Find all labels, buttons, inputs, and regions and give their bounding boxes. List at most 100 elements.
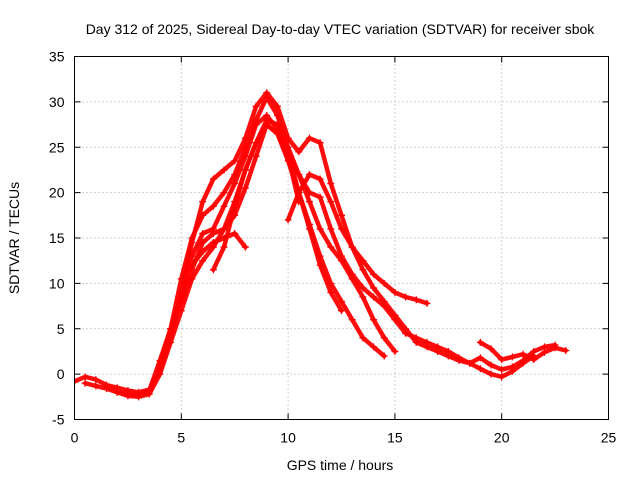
data-point <box>444 347 452 355</box>
data-point <box>391 288 399 296</box>
data-point <box>92 376 100 384</box>
data-point <box>284 216 292 224</box>
data-point <box>273 130 281 138</box>
data-point <box>412 296 420 304</box>
data-point <box>199 211 207 219</box>
data-point <box>263 121 271 129</box>
data-point <box>220 189 228 197</box>
series-sat-f <box>189 231 248 268</box>
data-point <box>370 284 378 292</box>
plot-frame <box>74 56 609 420</box>
data-point <box>145 390 153 398</box>
data-point <box>199 239 207 247</box>
data-point <box>305 134 313 142</box>
plot-area <box>74 89 570 401</box>
data-point <box>434 343 442 351</box>
data-point <box>241 166 249 174</box>
data-point <box>135 393 143 401</box>
data-point <box>380 352 388 360</box>
data-point <box>199 229 207 237</box>
x-tick-label: 25 <box>601 430 617 446</box>
data-point <box>487 361 495 369</box>
data-point <box>252 152 260 160</box>
data-point <box>327 180 335 188</box>
data-point <box>209 175 217 183</box>
data-point <box>103 385 111 393</box>
data-point <box>498 356 506 364</box>
data-point <box>338 257 345 265</box>
data-point <box>220 243 228 251</box>
data-point <box>498 366 506 374</box>
data-point <box>348 275 356 283</box>
data-point <box>327 288 335 296</box>
x-tick-label: 0 <box>71 430 79 446</box>
data-point <box>252 116 260 124</box>
data-point <box>359 257 367 265</box>
data-point <box>124 392 132 400</box>
data-point <box>508 367 516 375</box>
series-sat-i <box>285 172 430 306</box>
y-tick-label: -5 <box>52 412 65 428</box>
data-point <box>188 234 196 242</box>
series-sat-e <box>179 122 344 313</box>
data-point <box>476 338 484 346</box>
y-tick-label: 10 <box>49 275 65 291</box>
data-point <box>241 184 249 192</box>
series-sat-b <box>82 113 536 398</box>
data-point <box>156 370 164 378</box>
data-point <box>487 345 495 353</box>
y-tick-label: 15 <box>49 230 65 246</box>
y-tick-label: 35 <box>49 49 65 65</box>
data-point <box>188 252 196 260</box>
data-point <box>273 102 281 110</box>
data-point <box>551 344 559 352</box>
y-tick-label: 0 <box>57 366 65 382</box>
data-point <box>199 198 207 206</box>
data-point <box>209 266 217 274</box>
data-point <box>167 325 175 333</box>
data-point <box>359 266 367 274</box>
y-axis-label: SDTVAR / TECUs <box>6 182 22 294</box>
data-point <box>370 293 378 301</box>
data-point <box>423 338 431 346</box>
data-point <box>209 202 217 210</box>
data-point <box>380 279 388 287</box>
x-tick-label: 20 <box>494 430 510 446</box>
data-point <box>508 353 516 361</box>
data-point <box>348 316 356 324</box>
data-point <box>188 261 196 269</box>
data-point <box>348 243 356 251</box>
data-point <box>370 343 378 351</box>
data-point <box>338 225 345 233</box>
data-point <box>220 202 228 210</box>
data-point <box>81 379 89 387</box>
data-point <box>220 166 228 174</box>
data-point <box>113 388 121 396</box>
data-point <box>199 248 207 256</box>
data-point <box>209 229 217 237</box>
data-point <box>402 329 410 337</box>
data-point <box>316 225 324 233</box>
grid <box>74 56 609 420</box>
y-tick-label: 5 <box>57 321 65 337</box>
data-point <box>231 202 239 210</box>
data-point <box>305 225 313 233</box>
data-point <box>327 243 335 251</box>
data-point <box>177 275 185 283</box>
y-tick-label: 20 <box>49 185 65 201</box>
data-point <box>391 316 399 324</box>
data-point <box>540 348 548 356</box>
chart-title: Day 312 of 2025, Sidereal Day-to-day VTE… <box>86 21 596 37</box>
data-point <box>252 139 260 147</box>
data-point <box>263 93 271 101</box>
x-tick-label: 10 <box>280 430 296 446</box>
data-point <box>338 307 345 315</box>
data-point <box>327 225 335 233</box>
data-point <box>519 359 527 367</box>
data-point <box>295 189 303 197</box>
data-point <box>359 334 367 342</box>
data-point <box>177 307 185 315</box>
data-point <box>380 334 388 342</box>
data-point <box>380 302 388 310</box>
